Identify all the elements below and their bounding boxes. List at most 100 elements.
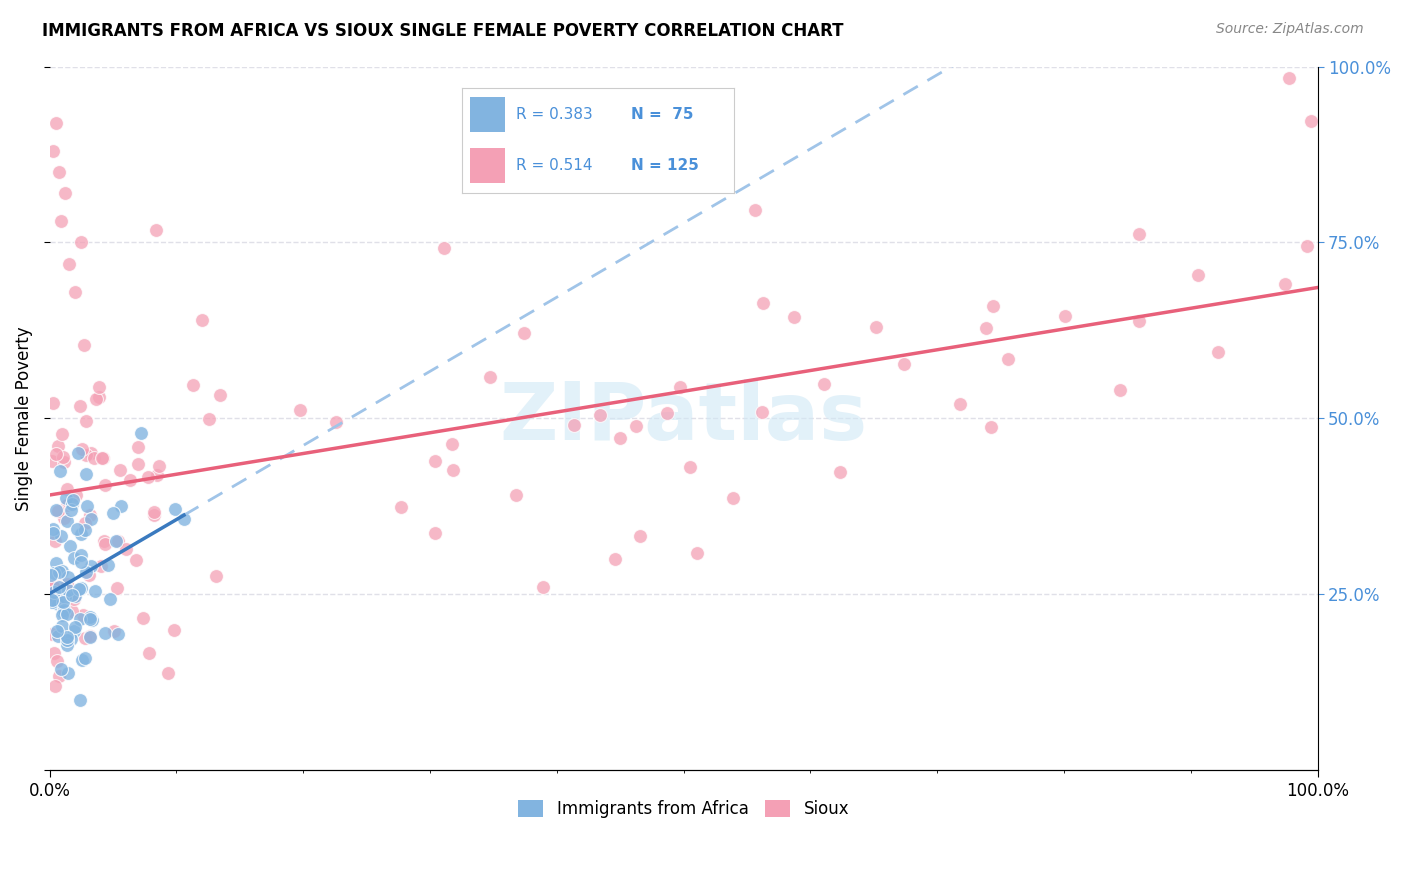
Point [197,411,219,425]
Point [56,582,79,597]
Point [512,326,534,340]
Point [79,629,101,643]
Point [63,589,86,603]
Text: IMMIGRANTS FROM AFRICA VS SIOUX SINGLE FEMALE POVERTY CORRELATION CHART: IMMIGRANTS FROM AFRICA VS SIOUX SINGLE F… [42,22,844,40]
Point [69,399,91,413]
Point [104,534,127,549]
Point [48,581,70,595]
Point [145,223,167,237]
Point [1206,345,1229,359]
Point [55,630,77,644]
Point [783,310,806,325]
Point [52,602,75,616]
Point [48,438,70,452]
Point [75,448,97,462]
Point [70,235,93,250]
Point [143,505,166,519]
Point [39,567,62,582]
Point [208,388,231,402]
Point [70,555,93,569]
Point [1187,268,1209,282]
Point [73,337,96,351]
Point [75,467,97,482]
Point [75,565,97,579]
Point [69,692,91,706]
Point [77,568,100,582]
Point [46,504,69,518]
Point [949,397,972,411]
Point [997,351,1019,366]
Point [56,482,79,496]
Point [127,440,149,454]
Point [59,502,82,516]
Point [94,626,117,640]
Point [69,612,91,626]
Point [44,679,66,693]
Point [75,523,97,537]
Point [205,569,228,583]
Point [478,369,501,384]
Legend: Immigrants from Africa, Sioux: Immigrants from Africa, Sioux [512,794,856,825]
Point [52,511,75,525]
Point [1108,383,1130,397]
Point [69,581,91,595]
Point [138,646,160,660]
Point [131,610,153,624]
Point [76,499,98,513]
Point [46,597,69,611]
Point [42,522,65,536]
Point [94,478,117,492]
Point [56,569,79,583]
Point [107,534,129,549]
Point [145,467,167,482]
Point [65,522,87,536]
Point [63,620,86,634]
Point [89,558,111,573]
Point [42,646,65,660]
Point [191,312,214,326]
Point [52,594,75,608]
Point [173,512,195,526]
Point [89,390,111,404]
Point [62,624,84,638]
Point [60,497,83,511]
Point [103,624,125,638]
Point [45,116,67,130]
Text: Source: ZipAtlas.com: Source: ZipAtlas.com [1216,22,1364,37]
Point [55,491,77,505]
Point [125,553,148,567]
Point [108,463,131,477]
Point [118,473,141,487]
Point [974,321,997,335]
Point [1274,277,1296,291]
Point [56,514,79,528]
Point [70,442,93,456]
Point [136,469,159,483]
Point [62,604,84,618]
Point [668,380,690,394]
Point [49,214,72,228]
Point [80,446,103,460]
Point [79,630,101,644]
Point [686,547,709,561]
Point [49,529,72,543]
Point [73,631,96,645]
Point [45,624,67,639]
Point [107,627,129,641]
Point [157,666,180,681]
Point [49,464,72,478]
Point [70,653,93,667]
Point [48,669,70,683]
Point [505,488,527,502]
Point [655,406,678,420]
Point [44,578,66,592]
Point [980,419,1002,434]
Point [51,619,73,633]
Point [62,550,84,565]
Point [56,639,79,653]
Point [56,666,79,681]
Point [53,455,76,469]
Point [865,320,887,334]
Point [679,459,702,474]
Point [60,632,83,647]
